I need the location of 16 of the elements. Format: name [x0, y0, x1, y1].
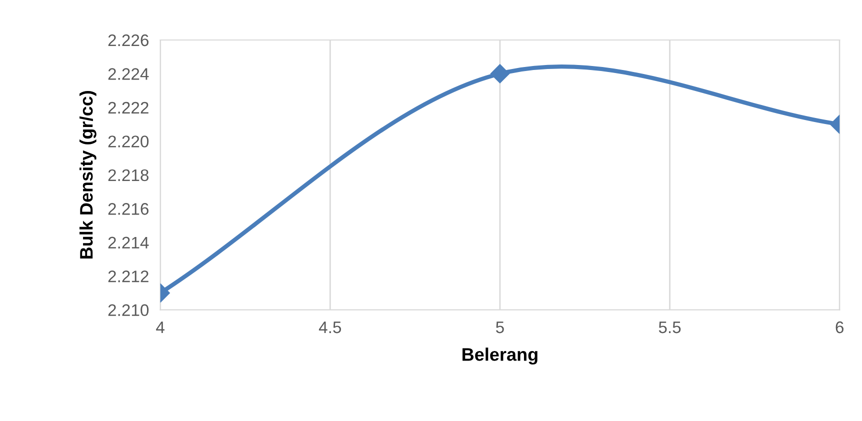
x-tick-label: 4 [156, 322, 164, 334]
y-tick-label: 2.218 [108, 169, 148, 182]
y-tick-label: 2.220 [108, 136, 149, 148]
x-tick-label: 5 [496, 322, 504, 334]
y-axis-title: Bulk Density (gr/cc) [79, 91, 96, 258]
y-tick-label: 2.214 [108, 236, 149, 248]
y-tick-label: 2.216 [108, 203, 148, 215]
y-tick-label: 2.226 [108, 34, 148, 46]
x-axis-title: Belerang [462, 348, 538, 365]
x-tick-label: 5.5 [658, 322, 681, 334]
y-tick-label: 2.210 [108, 304, 149, 316]
y-tick-label: 2.212 [108, 270, 148, 282]
y-tick-label: 2.224 [108, 68, 149, 80]
x-tick-label: 6 [836, 321, 844, 334]
y-tick-label: 2.222 [108, 102, 148, 114]
x-tick-label: 4.5 [318, 322, 342, 334]
